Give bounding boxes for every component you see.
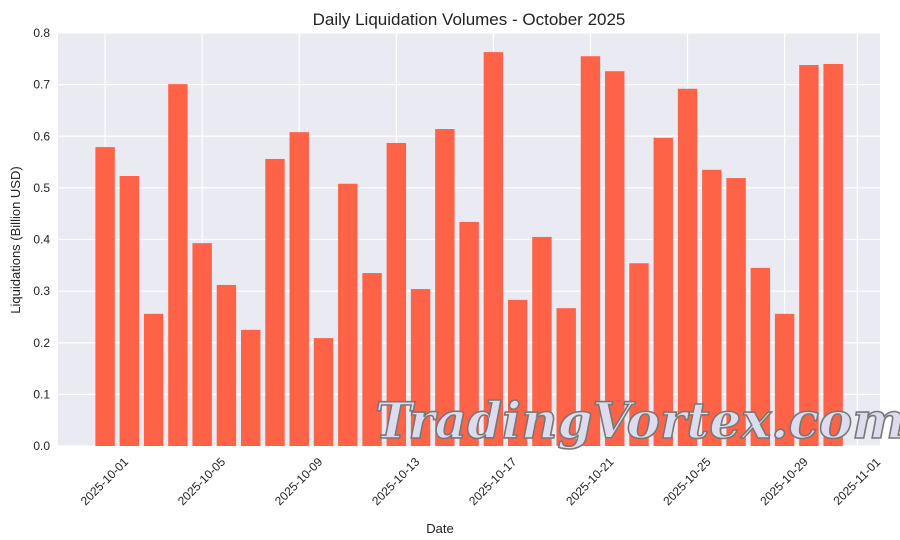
bar-2025-10-19 <box>532 236 552 446</box>
x-tick-label: 2025-10-17 <box>466 455 520 509</box>
bar-2025-10-30 <box>799 65 819 446</box>
bar-2025-10-13 <box>386 142 407 446</box>
bars <box>95 52 843 446</box>
bar-2025-10-07 <box>240 329 261 446</box>
x-tick-label: 2025-10-29 <box>757 455 811 509</box>
bar-2025-10-17 <box>483 52 504 446</box>
bar-2025-10-28 <box>750 267 771 446</box>
y-tick-label: 0.7 <box>33 78 50 92</box>
y-tick-label: 0.4 <box>33 233 50 247</box>
bar-2025-10-05 <box>192 243 212 446</box>
bar-2025-10-03 <box>143 313 164 446</box>
bar-2025-10-01 <box>95 147 115 446</box>
bar-2025-10-24 <box>653 137 673 446</box>
bar-2025-10-09 <box>289 132 309 446</box>
bar-2025-10-27 <box>726 178 746 446</box>
y-tick-label: 0.3 <box>33 284 50 298</box>
bar-2025-10-20 <box>556 308 576 446</box>
x-tick-label: 2025-10-13 <box>369 455 423 509</box>
bar-2025-10-06 <box>216 284 237 446</box>
bar-2025-10-18 <box>507 299 528 446</box>
x-tick-label: 2025-11-01 <box>831 455 884 508</box>
x-tick-label: 2025-10-09 <box>272 455 326 509</box>
x-tick-label: 2025-10-21 <box>563 455 617 509</box>
y-tick-label: 0.8 <box>33 26 50 40</box>
y-axis-label: Liquidations (Billion USD) <box>8 166 23 313</box>
y-tick-label: 0.6 <box>33 129 50 143</box>
bar-2025-10-12 <box>362 273 382 446</box>
x-tick-label: 2025-10-01 <box>78 455 132 509</box>
bar-2025-10-25 <box>677 88 698 446</box>
bar-2025-10-21 <box>580 56 601 446</box>
bar-2025-10-31 <box>823 63 843 446</box>
bar-2025-10-04 <box>168 84 188 446</box>
bar-2025-10-10 <box>313 338 334 446</box>
y-tick-labels: 0.0 0.1 0.2 0.3 0.4 0.5 0.6 0.7 0.8 <box>33 26 50 453</box>
bar-2025-10-14 <box>410 289 431 446</box>
bar-2025-10-16 <box>459 221 479 446</box>
watermark: TradingVortex.com <box>375 391 900 450</box>
chart-title: Daily Liquidation Volumes - October 2025 <box>313 10 626 29</box>
bar-2025-10-22 <box>605 71 625 446</box>
bar-2025-10-11 <box>338 183 358 446</box>
y-tick-label: 0.1 <box>33 387 50 401</box>
bar-2025-10-08 <box>265 158 285 446</box>
bar-2025-10-15 <box>435 129 455 446</box>
y-tick-label: 0.2 <box>33 336 50 350</box>
y-tick-label: 0.0 <box>33 439 50 453</box>
x-tick-label: 2025-10-25 <box>660 455 714 509</box>
bar-2025-10-26 <box>702 169 722 446</box>
x-tick-labels: 2025-10-01 2025-10-05 2025-10-09 2025-10-13… <box>78 455 884 509</box>
bar-2025-10-23 <box>629 263 649 446</box>
bar-2025-10-02 <box>119 176 140 446</box>
bar-2025-10-29 <box>774 313 795 446</box>
x-axis-label: Date <box>426 521 453 536</box>
y-tick-label: 0.5 <box>33 181 50 195</box>
x-tick-label: 2025-10-05 <box>175 455 229 509</box>
